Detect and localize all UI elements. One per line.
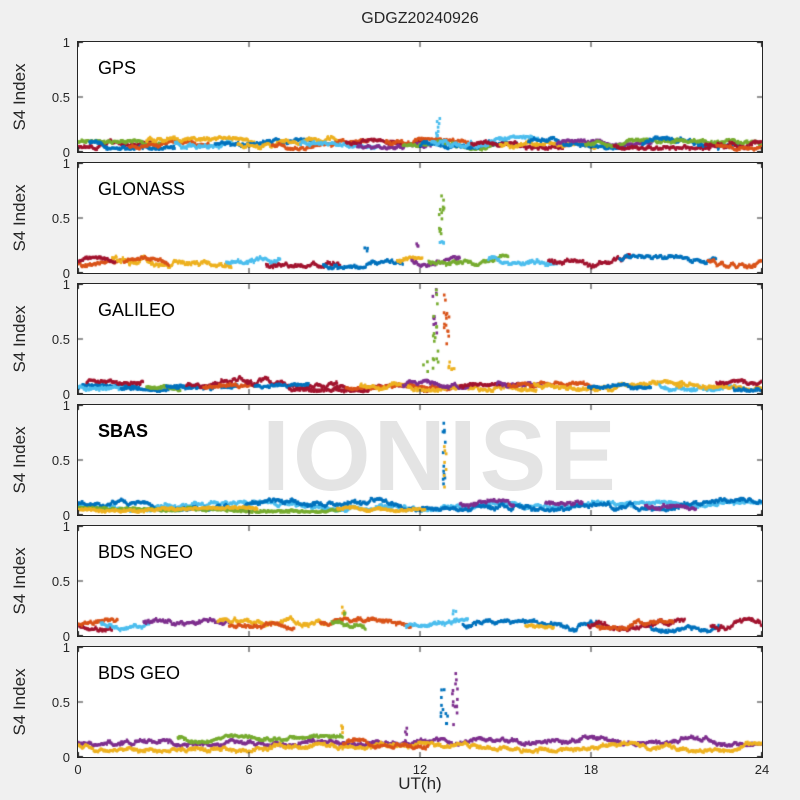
y-tick-label: 0.5: [51, 453, 70, 468]
x-tick-label: 24: [754, 762, 770, 777]
x-tick-label: 6: [245, 762, 253, 777]
y-tick-label: 0: [62, 387, 70, 402]
y-axis-label: S4 Index: [10, 426, 29, 494]
panel-canvas-bds-geo: [78, 647, 762, 757]
y-axis-label: S4 Index: [10, 668, 29, 736]
y-tick-label: 0: [62, 750, 70, 765]
x-tick-label: 0: [74, 762, 82, 777]
y-tick-label: 0: [62, 629, 70, 644]
y-tick-label: 0.5: [51, 574, 70, 589]
panel-canvas-galileo: [78, 284, 762, 394]
y-tick-label: 0: [62, 508, 70, 523]
constellation-label-sbas: SBAS: [98, 421, 149, 441]
x-axis-label: UT(h): [398, 774, 442, 793]
x-tick-label: 12: [412, 762, 428, 777]
panel-sbas: IONISESBAS: [77, 400, 763, 516]
y-axis-label: S4 Index: [10, 547, 29, 615]
constellation-label-galileo: GALILEO: [98, 300, 176, 320]
constellation-label-glonass: GLONASS: [98, 179, 186, 199]
y-tick-label: 1: [62, 640, 70, 655]
panel-canvas-bds-ngeo: [78, 526, 762, 636]
y-axis-label: S4 Index: [10, 184, 29, 252]
y-tick-label: 0: [62, 266, 70, 281]
panel-gps: GPS: [77, 41, 763, 153]
y-tick-label: 1: [62, 156, 70, 171]
y-tick-label: 0: [62, 145, 70, 160]
y-tick-label: 1: [62, 35, 70, 50]
y-tick-label: 0.5: [51, 332, 70, 347]
constellation-label-gps: GPS: [98, 58, 137, 78]
panel-bds-geo: BDS GEO: [77, 646, 763, 758]
panel-galileo: GALILEO: [77, 283, 763, 395]
panel-canvas-sbas: [78, 405, 762, 515]
y-tick-label: 0.5: [51, 211, 70, 226]
constellation-label-bds-ngeo: BDS NGEO: [98, 542, 194, 562]
x-tick-label: 18: [583, 762, 599, 777]
panel-canvas-glonass: [78, 163, 762, 273]
panel-glonass: GLONASS: [77, 162, 763, 274]
y-tick-label: 1: [62, 519, 70, 534]
y-axis-label: S4 Index: [10, 305, 29, 373]
panel-canvas-gps: [78, 42, 762, 152]
y-axis-label: S4 Index: [10, 63, 29, 131]
y-tick-label: 0.5: [51, 90, 70, 105]
panel-bds-ngeo: BDS NGEO: [77, 525, 763, 637]
figure-title: GDGZ20240926: [361, 10, 479, 27]
y-tick-label: 1: [62, 398, 70, 413]
y-tick-label: 0.5: [51, 695, 70, 710]
constellation-label-bds-geo: BDS GEO: [98, 663, 181, 683]
y-tick-label: 1: [62, 277, 70, 292]
